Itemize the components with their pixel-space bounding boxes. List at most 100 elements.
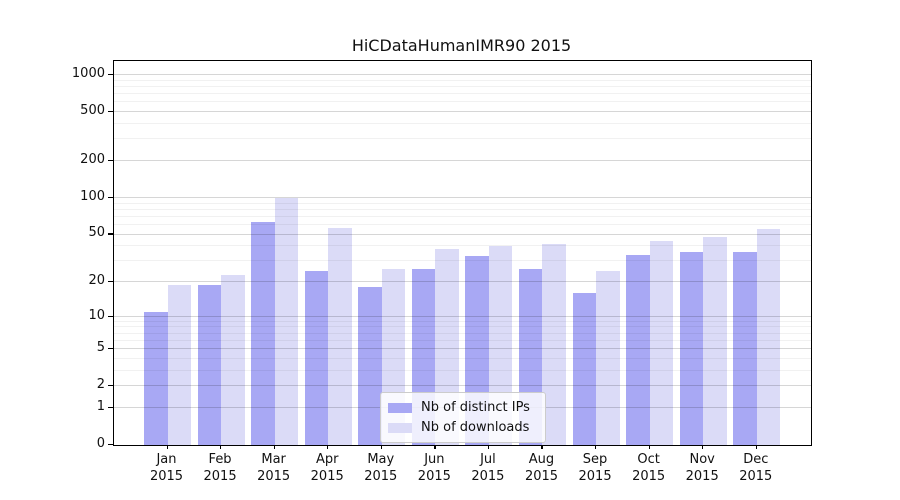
x-tick-label-jun-2015: Jun 2015 <box>417 452 451 484</box>
y-tick-mark-1 <box>108 406 113 409</box>
x-tick-mark-jun-2015 <box>434 444 436 449</box>
gridline-800 <box>114 86 811 87</box>
x-tick-label-oct-2015: Oct 2015 <box>632 452 666 484</box>
gridline-50 <box>114 233 811 235</box>
bar-feb-2015-distinct-ips <box>197 284 222 445</box>
y-tick-mark-50 <box>108 233 113 235</box>
x-tick-mark-sep-2015 <box>595 444 597 449</box>
x-tick-label-feb-2015: Feb 2015 <box>203 452 237 484</box>
bar-may-2015-distinct-ips <box>358 287 382 445</box>
gridline-1000 <box>114 74 811 75</box>
plot-area <box>113 60 812 446</box>
bar-feb-2015-downloads <box>221 274 245 445</box>
y-tick-label-100: 100 <box>80 188 105 204</box>
bar-oct-2015-distinct-ips <box>626 254 650 445</box>
gridline-300 <box>114 138 811 140</box>
bar-apr-2015-distinct-ips <box>304 270 329 445</box>
gridline-400 <box>114 123 811 124</box>
gridline-8 <box>114 326 811 328</box>
x-tick-mark-feb-2015 <box>220 444 222 449</box>
bar-mar-2015-downloads <box>274 197 299 445</box>
gridline-100 <box>114 196 811 198</box>
y-tick-mark-100 <box>108 196 113 199</box>
legend-item-downloads: Nb of downloads <box>388 419 536 436</box>
y-tick-mark-500 <box>108 111 113 113</box>
bar-dec-2015-distinct-ips <box>733 251 757 445</box>
x-tick-label-mar-2015: Mar 2015 <box>257 452 291 484</box>
bar-oct-2015-downloads <box>649 241 674 445</box>
bar-nov-2015-downloads <box>703 236 727 445</box>
gridline-700 <box>114 93 811 95</box>
bar-apr-2015-downloads <box>328 227 352 445</box>
legend: Nb of distinct IPs Nb of downloads <box>380 392 546 443</box>
y-tick-mark-1000 <box>108 74 113 76</box>
gridline-10 <box>114 315 811 317</box>
bar-nov-2015-distinct-ips <box>679 251 704 445</box>
chart-title: HiCDataHumanIMR90 2015 <box>351 36 572 55</box>
gridline-4 <box>114 357 811 359</box>
gridline-7 <box>114 332 811 334</box>
legend-swatch-downloads <box>388 422 412 433</box>
x-tick-mark-mar-2015 <box>273 444 275 449</box>
y-tick-label-1: 1 <box>96 398 105 414</box>
y-tick-mark-2 <box>108 385 113 387</box>
legend-label-downloads: Nb of downloads <box>421 420 530 435</box>
y-tick-mark-200 <box>108 160 113 162</box>
x-tick-mark-jan-2015 <box>166 444 168 449</box>
x-tick-label-jul-2015: Jul 2015 <box>471 452 505 484</box>
x-tick-label-nov-2015: Nov 2015 <box>685 452 719 484</box>
x-tick-mark-dec-2015 <box>755 444 757 449</box>
legend-item-distinct-ips: Nb of distinct IPs <box>388 399 536 416</box>
x-tick-mark-apr-2015 <box>327 444 329 449</box>
x-tick-mark-oct-2015 <box>648 444 650 449</box>
bar-aug-2015-downloads <box>542 243 566 445</box>
bar-jan-2015-downloads <box>167 284 191 445</box>
gridline-2 <box>114 385 811 387</box>
y-tick-label-0: 0 <box>96 436 105 451</box>
gridline-600 <box>114 101 811 103</box>
x-tick-label-sep-2015: Sep 2015 <box>578 452 612 484</box>
y-tick-mark-20 <box>108 280 113 283</box>
bar-sep-2015-downloads <box>596 270 620 445</box>
bar-dec-2015-downloads <box>756 229 781 445</box>
y-tick-label-20: 20 <box>88 272 105 288</box>
y-tick-label-50: 50 <box>88 225 105 241</box>
bar-mar-2015-distinct-ips <box>251 222 275 445</box>
y-tick-mark-10 <box>108 315 113 317</box>
y-tick-label-5: 5 <box>96 340 105 356</box>
y-tick-mark-0 <box>108 444 113 446</box>
legend-swatch-distinct-ips <box>388 402 412 413</box>
gridline-90 <box>114 202 811 204</box>
gridline-60 <box>114 223 811 225</box>
gridline-80 <box>114 208 811 210</box>
x-tick-mark-jul-2015 <box>487 444 490 449</box>
x-tick-label-jan-2015: Jan 2015 <box>149 452 184 484</box>
x-tick-mark-aug-2015 <box>541 444 543 449</box>
gridline-40 <box>114 245 811 247</box>
x-tick-label-apr-2015: Apr 2015 <box>310 452 344 484</box>
x-tick-mark-nov-2015 <box>702 444 704 449</box>
gridline-70 <box>114 215 811 217</box>
gridline-900 <box>114 79 811 81</box>
gridline-200 <box>114 160 811 161</box>
y-tick-label-2: 2 <box>96 377 105 393</box>
y-tick-mark-5 <box>108 348 113 350</box>
y-tick-label-500: 500 <box>80 103 105 119</box>
gridline-500 <box>114 111 811 113</box>
gridline-20 <box>114 281 811 282</box>
gridline-6 <box>114 339 811 341</box>
bar-sep-2015-distinct-ips <box>572 293 597 445</box>
bar-jan-2015-distinct-ips <box>144 311 168 445</box>
legend-label-distinct-ips: Nb of distinct IPs <box>421 400 530 415</box>
x-tick-label-dec-2015: Dec 2015 <box>739 452 773 484</box>
x-tick-mark-may-2015 <box>380 444 382 449</box>
y-tick-label-200: 200 <box>80 152 105 168</box>
y-tick-label-1000: 1000 <box>71 66 105 82</box>
y-tick-label-10: 10 <box>88 307 105 323</box>
gridline-30 <box>114 260 811 262</box>
gridline-9 <box>114 320 811 322</box>
x-tick-label-aug-2015: Aug 2015 <box>524 452 559 484</box>
x-tick-label-may-2015: May 2015 <box>364 452 398 484</box>
gridline-5 <box>114 348 811 350</box>
